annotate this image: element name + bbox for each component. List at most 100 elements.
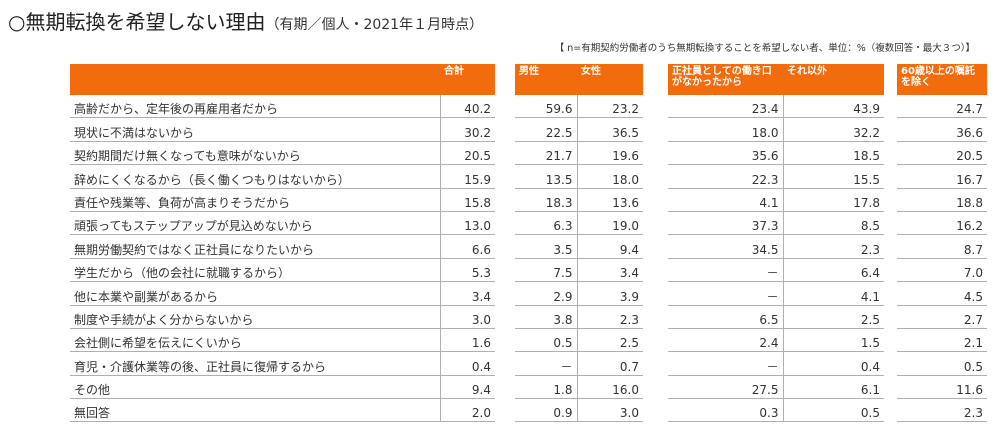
cell-other: 18.5 [782, 141, 884, 166]
table-row: 0.9 3.0 [515, 398, 643, 423]
table-row: 4.5 [897, 281, 987, 306]
cell-female: 0.7 [576, 351, 643, 376]
cell-no-regular-job: 18.0 [668, 117, 783, 142]
row-label: 契約期間だけ無くなっても意味がないから [70, 141, 440, 166]
cell-female: 2.5 [576, 328, 643, 353]
row-label: その他 [70, 375, 440, 400]
cell-male: － [515, 351, 577, 376]
cell-total: 15.8 [439, 188, 495, 212]
cell-female: 2.3 [576, 305, 643, 329]
cell-excl-over60: 11.6 [897, 375, 987, 400]
table-row: － 6.4 [668, 258, 884, 283]
table-row: 22.3 15.5 [668, 164, 884, 189]
cell-excl-over60: 2.7 [897, 305, 987, 329]
cell-no-regular-job: 34.5 [668, 234, 783, 259]
cell-female: 13.6 [576, 188, 643, 212]
table-row: 59.6 23.2 [515, 95, 643, 119]
cell-other: 2.5 [782, 305, 884, 329]
table-excl-over60: 60歳以上の嘱託を除く 24.7 36.6 20.5 16.7 18.8 16.2 8.7 7… [897, 64, 987, 423]
cell-excl-over60: 20.5 [897, 141, 987, 166]
table-row: 6.3 19.0 [515, 211, 643, 236]
cell-excl-over60: 0.5 [897, 351, 987, 376]
row-label: 制度や手続がよく分からないから [70, 305, 440, 329]
table-row: 11.6 [897, 375, 987, 400]
table-row: その他 9.4 [70, 375, 495, 400]
cell-excl-over60: 36.6 [897, 117, 987, 142]
table-row: 制度や手続がよく分からないから 3.0 [70, 305, 495, 329]
table-row: 24.7 [897, 95, 987, 119]
table-row: 36.6 [897, 117, 987, 142]
header-no-regular-job: 正社員としての働き口がなかったから [668, 64, 783, 95]
cell-female: 23.2 [576, 95, 643, 119]
cell-total: 5.3 [439, 258, 495, 283]
header-total: 合計 [440, 64, 495, 95]
cell-excl-over60: 18.8 [897, 188, 987, 212]
row-label: 辞めにくくなるから（長く働くつもりはないから） [70, 164, 440, 189]
cell-other: 6.1 [782, 375, 884, 400]
cell-excl-over60: 4.5 [897, 281, 987, 306]
row-label: 責任や残業等、負荷が高まりそうだから [70, 188, 440, 212]
cell-excl-over60: 7.0 [897, 258, 987, 283]
cell-other: 1.5 [782, 328, 884, 353]
cell-total: 20.5 [439, 141, 495, 166]
header-item [70, 64, 440, 95]
table-row: 6.5 2.5 [668, 305, 884, 329]
cell-female: 9.4 [576, 234, 643, 259]
cell-no-regular-job: － [668, 258, 783, 283]
cell-male: 2.9 [515, 281, 577, 306]
cell-total: 40.2 [439, 95, 495, 119]
table-row: 22.5 36.5 [515, 117, 643, 142]
table-row: 4.1 17.8 [668, 188, 884, 212]
header-male: 男性 [515, 64, 577, 95]
table-row: 20.5 [897, 141, 987, 166]
cell-male: 0.9 [515, 398, 577, 423]
table-row: 頑張ってもステップアップが見込めないから 13.0 [70, 211, 495, 236]
cell-total: 2.0 [439, 398, 495, 423]
table-row: 35.6 18.5 [668, 141, 884, 166]
cell-female: 36.5 [576, 117, 643, 142]
table-row: 7.0 [897, 258, 987, 283]
table-row: 契約期間だけ無くなっても意味がないから 20.5 [70, 141, 495, 166]
table-row: 16.7 [897, 164, 987, 189]
table-row: 16.2 [897, 211, 987, 236]
cell-no-regular-job: 6.5 [668, 305, 783, 329]
cell-male: 1.8 [515, 375, 577, 400]
table-row: 18.0 32.2 [668, 117, 884, 142]
cell-no-regular-job: 27.5 [668, 375, 783, 400]
cell-total: 15.9 [439, 164, 495, 189]
table-row: 8.7 [897, 234, 987, 259]
table-row: 3.5 9.4 [515, 234, 643, 259]
title-subtitle: （有期／個人・2021年１月時点） [265, 17, 484, 33]
table-row: 1.8 16.0 [515, 375, 643, 400]
row-label: 学生だから（他の会社に就職するから） [70, 258, 440, 283]
table-gender: 男性 女性 59.6 23.2 22.5 36.5 21.7 19.6 13.5 18.0 18… [515, 64, 643, 423]
cell-male: 6.3 [515, 211, 577, 236]
cell-other: 0.5 [782, 398, 884, 423]
table-row: 0.5 2.5 [515, 328, 643, 353]
cell-no-regular-job: － [668, 281, 783, 306]
cell-total: 0.4 [439, 351, 495, 376]
cell-total: 3.0 [439, 305, 495, 329]
cell-no-regular-job: 23.4 [668, 95, 783, 119]
title-main: ○無期転換を希望しない理由 [8, 10, 266, 34]
cell-total: 30.2 [439, 117, 495, 142]
cell-female: 3.9 [576, 281, 643, 306]
cell-female: 3.0 [576, 398, 643, 423]
table-row: 辞めにくくなるから（長く働くつもりはないから） 15.9 [70, 164, 495, 189]
cell-male: 59.6 [515, 95, 577, 119]
table-row: 0.3 0.5 [668, 398, 884, 423]
cell-excl-over60: 16.2 [897, 211, 987, 236]
row-label: 現状に不満はないから [70, 117, 440, 142]
table-row: 37.3 8.5 [668, 211, 884, 236]
cell-excl-over60: 8.7 [897, 234, 987, 259]
table-row: 学生だから（他の会社に就職するから） 5.3 [70, 258, 495, 283]
table-row: 2.4 1.5 [668, 328, 884, 353]
cell-total: 1.6 [439, 328, 495, 353]
cell-no-regular-job: 35.6 [668, 141, 783, 166]
cell-male: 13.5 [515, 164, 577, 189]
table-row: 7.5 3.4 [515, 258, 643, 283]
cell-excl-over60: 24.7 [897, 95, 987, 119]
table-reason: 正社員としての働き口がなかったから それ以外 23.4 43.9 18.0 32.2 3… [668, 64, 884, 423]
cell-no-regular-job: 37.3 [668, 211, 783, 236]
table-row: 責任や残業等、負荷が高まりそうだから 15.8 [70, 188, 495, 212]
